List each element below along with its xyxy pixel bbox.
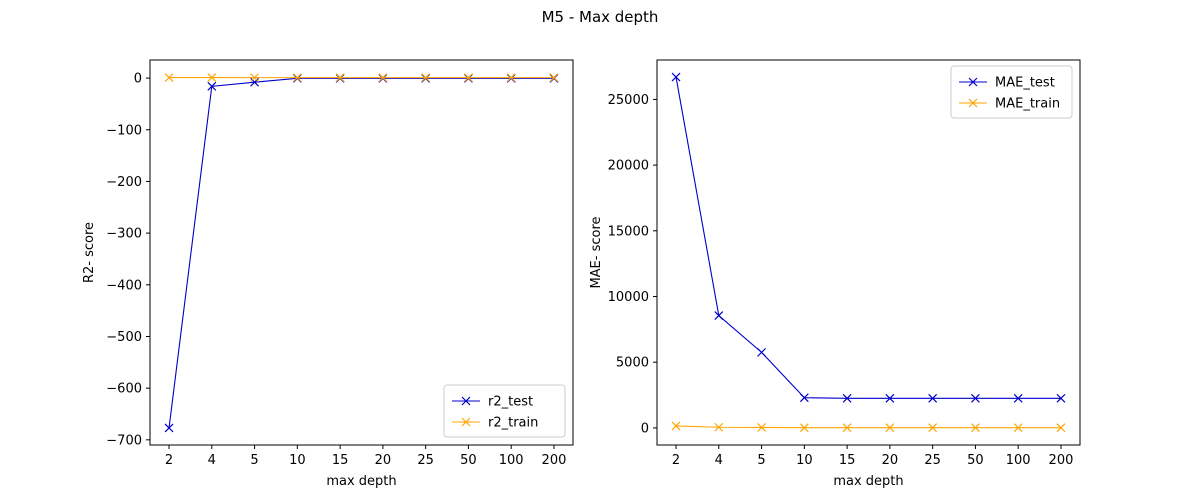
chart0-y-axis-label: R2- score [82,222,97,283]
chart1-x-axis-label: max depth [833,474,903,489]
chart1-legend-marker [968,98,978,108]
chart0-legend-label: r2_train [488,416,538,431]
chart1-y-tick-label: 25000 [608,93,649,108]
chart1-axes-frame [656,59,1081,446]
chart1-series-MAE_test-point [1013,393,1023,403]
chart0-y-tick-label: −500 [106,330,142,345]
chart1-series-MAE_train-point [1056,423,1066,433]
chart1-series-MAE_test-point [928,393,938,403]
chart0-series-r2_train-point [207,73,217,82]
chart1-series-MAE_test-point [714,311,724,320]
chart1-series-MAE_train-point [971,423,980,433]
chart0-series-r2_test-line [168,77,554,429]
chart0-x-tick-label: 5 [250,453,258,468]
chart1-series-MAE_train-point [842,423,852,433]
chart1-series-MAE_train-point [714,422,724,432]
chart0-x-tick-label: 100 [499,453,524,468]
chart0-series-r2_train-point [250,73,259,83]
chart1-series-MAE_test-line [675,76,1061,399]
chart1-series-MAE_test-point [757,347,766,357]
chart0-x-tick-label: 15 [332,453,349,468]
chart0-x-tick-label: 50 [460,453,477,468]
chart1-series-MAE_train-point [799,423,809,433]
chart0-x-tick-label: 20 [375,453,392,468]
chart0-x-tick-label: 2 [165,453,173,468]
chart0-axes-frame [149,59,574,446]
chart0-legend-marker [461,417,471,427]
chart0-series-r2_test-point [207,81,217,91]
chart1-series-MAE_train-point [757,422,766,432]
chart0-x-tick-label: 200 [542,453,567,468]
chart1-legend-box [950,65,1073,119]
chart0-legend-marker [461,396,471,406]
chart0-x-tick-label: 25 [417,453,434,468]
chart0-y-tick-label: −400 [106,278,142,293]
chart1-x-tick-label: 50 [967,453,984,468]
chart1-x-tick-label: 200 [1049,453,1074,468]
chart1-y-tick-label: 20000 [608,159,649,174]
chart0-series-r2_train-point [549,73,559,83]
chart0-series-r2_train-point [421,73,431,83]
mae-score-chart: 2 4 5 10 15 20 25 50 100 200 0 5000 10000 15000 20000 2… [589,59,1081,489]
chart1-x-tick-label: 10 [796,453,813,468]
chart0-series-r2_train-point [378,73,388,83]
chart1-x-tick-label: 2 [672,453,680,468]
chart0-y-tick-label: −700 [106,433,142,448]
chart0-y-tick-label: −600 [106,382,142,397]
chart1-x-tick-label: 15 [839,453,856,468]
figure-title: M5 - Max depth [542,8,659,26]
chart0-legend: r2_test r2_train [443,384,566,438]
chart1-y-axis-label: MAE- score [589,216,604,288]
chart1-x-tick-label: 4 [715,453,723,468]
chart0-x-tick-label: 10 [289,453,306,468]
chart0-legend-label: r2_test [488,395,533,410]
chart0-legend-box [443,384,566,438]
chart1-series-MAE_train-line [676,425,1061,429]
chart1-series-MAE_train-point [885,423,895,433]
chart1-series-MAE_test-point [971,393,980,403]
chart0-series-r2_train-point [506,73,516,83]
chart0-series-r2_train-point [292,73,302,83]
chart1-y-tick-label: 0 [641,421,649,436]
chart1-y-tick-label: 10000 [608,290,649,305]
chart0-y-tick-label: 0 [134,72,142,87]
chart1-x-tick-label: 25 [924,453,941,468]
chart0-series-r2_train-point [335,73,345,83]
chart1-series-MAE_test-point [799,393,809,403]
chart1-x-tick-label: 20 [882,453,899,468]
chart1-series-MAE_train-point [1013,423,1023,433]
chart0-y-tick-label: −300 [106,227,142,242]
chart1-series-MAE_test-point [842,393,852,403]
chart1-series-MAE_train-point [928,423,938,433]
chart0-series-r2_train-point [164,73,174,82]
chart1-legend-marker [968,77,978,87]
chart1-series-MAE_train-point [671,421,681,431]
chart1-legend-label: MAE_train [995,97,1060,112]
chart0-y-tick-label: −200 [106,175,142,190]
chart1-x-tick-label: 5 [757,453,765,468]
chart1-y-tick-label: 15000 [608,224,649,239]
chart1-legend-label: MAE_test [995,76,1055,91]
chart0-x-tick-label: 4 [208,453,216,468]
chart1-legend: MAE_test MAE_train [950,65,1073,119]
chart0-y-tick-label: −100 [106,123,142,138]
r2-score-chart: 2 4 5 10 15 20 25 50 100 200 0 −100 −200 −300 −400 −500… [82,59,574,489]
chart1-x-tick-label: 100 [1006,453,1031,468]
chart1-series-MAE_test-point [885,393,895,403]
chart0-x-axis-label: max depth [326,474,396,489]
chart1-series-MAE_test-point [671,72,681,82]
chart1-series-MAE_test-point [1056,393,1066,403]
chart0-series-r2_train-point [464,73,473,83]
chart0-series-r2_test-point [164,423,174,433]
chart1-y-tick-label: 5000 [616,356,649,371]
